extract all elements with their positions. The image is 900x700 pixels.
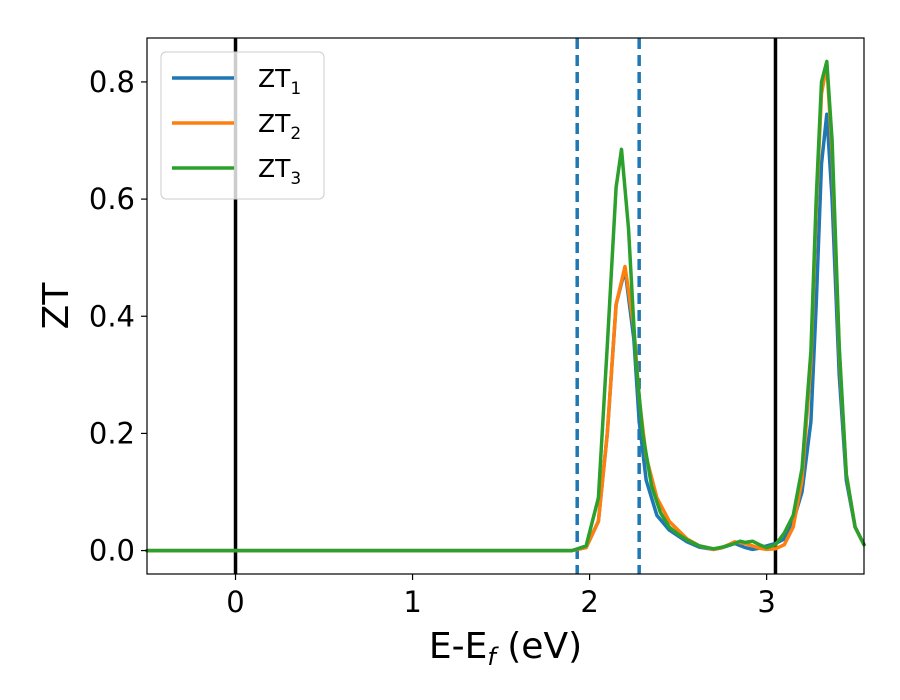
y-tick-label: 0.2 [89,416,135,450]
legend-label-3: ZT3 [258,154,301,189]
y-axis-label: ZT [36,282,77,330]
legend-label-sub: 1 [290,79,301,99]
x-tick-label: 0 [226,585,244,619]
x-tick-label: 1 [403,585,421,619]
y-axis-ticks: 0.0 0.2 0.4 0.6 0.8 [89,65,147,568]
legend-box [160,51,325,200]
legend-label-main: ZT [258,64,291,93]
y-tick-label: 0.6 [89,182,135,216]
x-axis-label: E-Ef (eV) [429,626,582,671]
series-line-3 [145,59,866,553]
legend-label-main: ZT [258,154,291,183]
x-axis-label-unit: (eV) [496,626,582,667]
legend-label-1: ZT1 [258,64,301,99]
y-tick-label: 0.4 [89,299,135,333]
x-tick-label: 3 [757,585,775,619]
y-tick-label: 0.0 [89,534,135,568]
x-tick-label: 2 [580,585,598,619]
legend-label-sub: 3 [290,169,301,189]
x-axis-ticks: 0 1 2 3 [226,574,776,619]
y-tick-label: 0.8 [89,65,135,99]
series-layer [145,59,866,553]
plot-frame [146,37,865,575]
x-axis-label-main: E-E [429,626,487,667]
legend-label-main: ZT [258,109,291,138]
legend-label-sub: 2 [290,124,301,144]
legend-label-2: ZT2 [258,109,301,144]
